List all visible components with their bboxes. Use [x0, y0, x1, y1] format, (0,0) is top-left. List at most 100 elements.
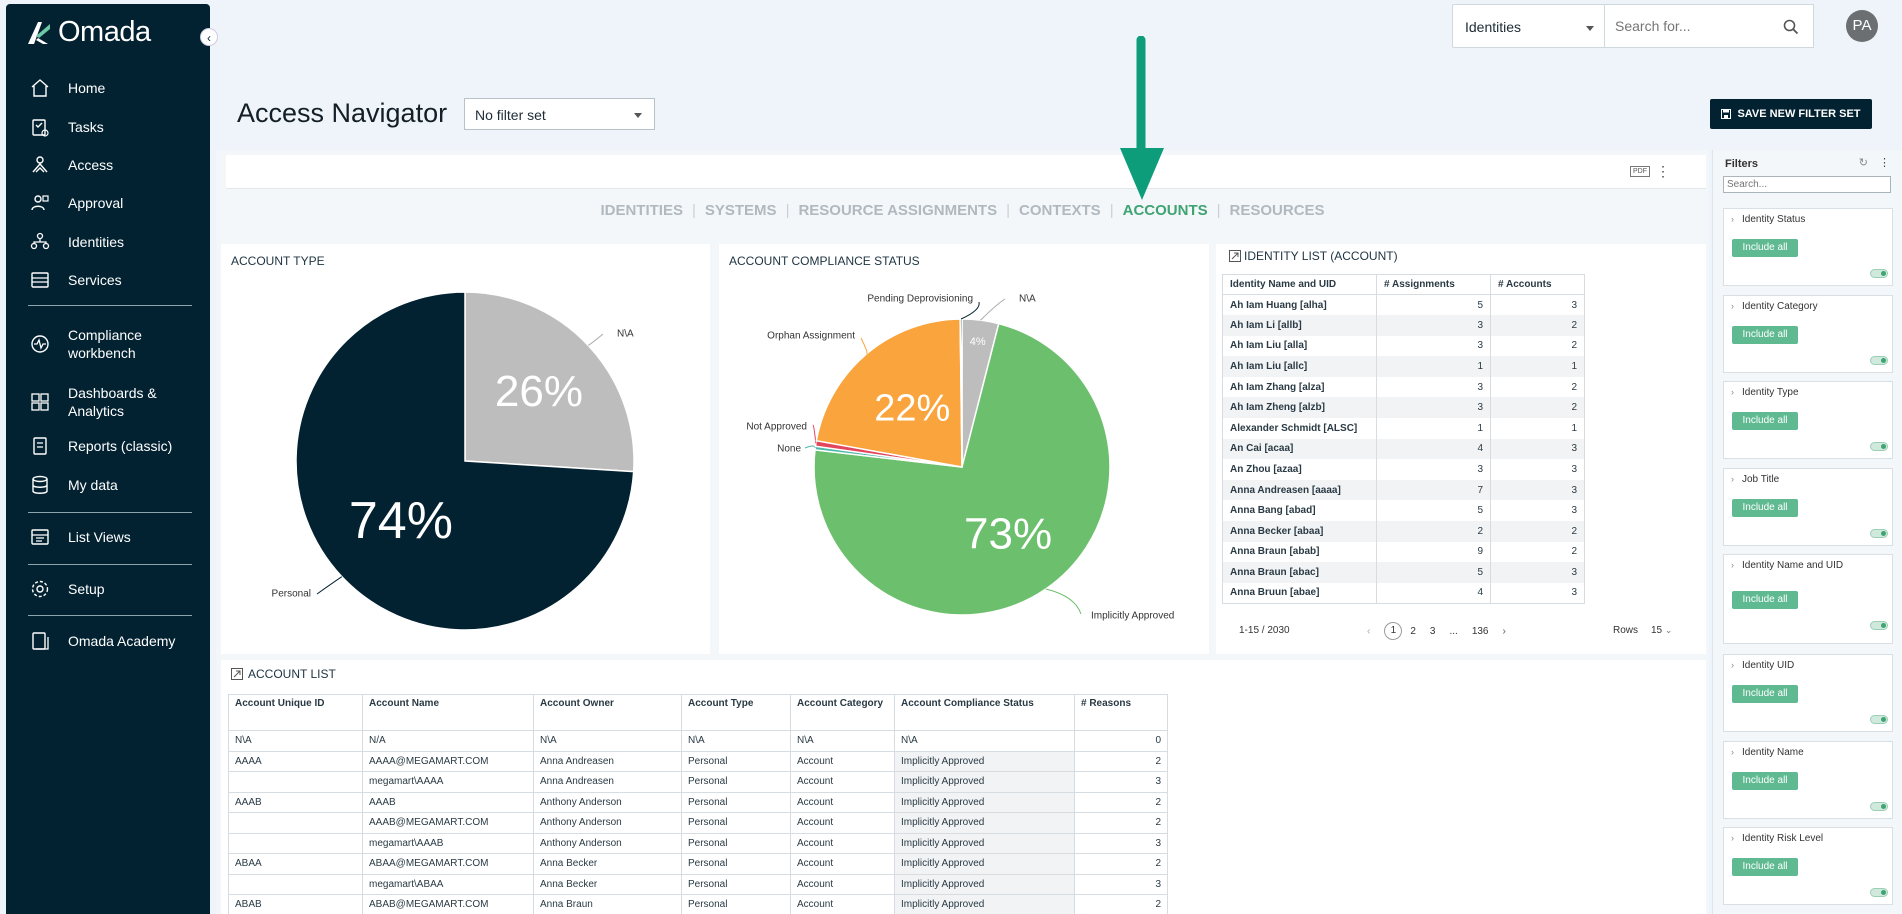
reset-icon[interactable]: ↻: [1858, 157, 1868, 169]
filter-group-name[interactable]: Identity Risk Level: [1742, 833, 1824, 844]
tab-resources[interactable]: RESOURCES: [1229, 202, 1325, 219]
table-row[interactable]: Anna Bruun [abae] 4 3: [1222, 582, 1585, 604]
table-row[interactable]: An Cai [acaa] 4 3: [1222, 438, 1585, 460]
filter-toggle[interactable]: [1870, 888, 1888, 897]
table-row[interactable]: Anna Braun [abac] 5 3: [1222, 562, 1585, 583]
chevron-right-icon[interactable]: ›: [1731, 560, 1734, 570]
more-options-icon[interactable]: ⋮: [1656, 163, 1670, 179]
table-row[interactable]: Anna Becker [abaa] 2 2: [1222, 521, 1585, 542]
sidebar-item-tasks[interactable]: Tasks: [6, 115, 210, 139]
sidebar-item-my-data[interactable]: My data: [6, 473, 210, 497]
avatar[interactable]: PA: [1846, 10, 1878, 42]
table-row[interactable]: Anna Bang [abad] 5 3: [1222, 500, 1585, 522]
chevron-right-icon[interactable]: ›: [1731, 660, 1734, 670]
table-row[interactable]: ABAB ABAB@MEGAMART.COM Anna Braun Personal A…: [228, 894, 1168, 914]
page-1[interactable]: 1: [1384, 622, 1403, 640]
page-136[interactable]: 136: [1471, 625, 1489, 637]
omada-logo[interactable]: Omada: [24, 16, 151, 49]
table-row[interactable]: N\A N/A N\A N\A N\A N\A 0: [228, 730, 1168, 752]
table-row[interactable]: ABAA ABAA@MEGAMART.COM Anna Becker Personal…: [228, 853, 1168, 875]
sidebar-item-approval[interactable]: Approval: [6, 191, 210, 215]
table-row[interactable]: Anna Braun [abab] 9 2: [1222, 541, 1585, 563]
tab-contexts[interactable]: CONTEXTS: [1019, 202, 1101, 219]
sidebar-item-access[interactable]: Access: [6, 153, 210, 177]
pie-slice-personal[interactable]: [295, 291, 635, 631]
table-row[interactable]: Ah Iam Liu [alla] 3 2: [1222, 335, 1585, 357]
table-row[interactable]: megamart\AAAB Anthony Anderson Personal Acc…: [228, 832, 1168, 854]
filter-toggle[interactable]: [1870, 715, 1888, 724]
filter-toggle[interactable]: [1870, 621, 1888, 630]
table-row[interactable]: Ah Iam Liu [allc] 1 1: [1222, 356, 1585, 377]
column-header[interactable]: # Assignments: [1376, 274, 1491, 295]
table-row[interactable]: Ah Iam Li [allb] 3 2: [1222, 315, 1585, 336]
table-row[interactable]: Ah Iam Zheng [alzb] 3 2: [1222, 397, 1585, 419]
page-3[interactable]: 3: [1429, 625, 1436, 637]
table-row[interactable]: megamart\AAAA Anna Andreasen Personal Accou…: [228, 771, 1168, 793]
chevron-right-icon[interactable]: ›: [1731, 833, 1734, 843]
sidebar-item-omada-academy[interactable]: Omada Academy: [6, 629, 210, 653]
sidebar-item-setup[interactable]: Setup: [6, 577, 210, 601]
search-icon[interactable]: [1783, 19, 1799, 35]
column-header[interactable]: Account Compliance Status: [894, 694, 1075, 731]
include-all-button[interactable]: Include all: [1732, 858, 1798, 876]
column-header[interactable]: # Reasons: [1074, 694, 1168, 731]
filters-search-input[interactable]: [1723, 176, 1891, 193]
scope-select[interactable]: Identities: [1452, 4, 1605, 48]
table-row[interactable]: Alexander Schmidt [ALSC] 1 1: [1222, 418, 1585, 439]
filter-group-name[interactable]: Identity Status: [1742, 214, 1806, 225]
sidebar-item-dashboards-analytics[interactable]: Dashboards & Analytics: [6, 384, 210, 420]
column-header[interactable]: Account Name: [362, 694, 534, 731]
save-filter-set-button[interactable]: SAVE NEW FILTER SET: [1710, 99, 1872, 129]
table-row[interactable]: AAAB@MEGAMART.COM Anthony Anderson Persona…: [228, 812, 1168, 834]
table-row[interactable]: Anna Andreasen [aaaa] 7 3: [1222, 479, 1585, 501]
filter-group-name[interactable]: Identity UID: [1742, 660, 1795, 671]
table-row[interactable]: AAAA AAAA@MEGAMART.COM Anna Andreasen Perso…: [228, 750, 1168, 772]
more-options-icon[interactable]: ⋮: [1879, 157, 1890, 169]
include-all-button[interactable]: Include all: [1732, 499, 1798, 517]
table-row[interactable]: Ah Iam Zhang [alza] 3 2: [1222, 376, 1585, 398]
filter-group-name[interactable]: Identity Type: [1742, 387, 1799, 398]
chevron-right-icon[interactable]: ›: [1731, 474, 1734, 484]
include-all-button[interactable]: Include all: [1732, 239, 1798, 257]
filter-toggle[interactable]: [1870, 356, 1888, 365]
filter-group-name[interactable]: Identity Name and UID: [1742, 560, 1844, 571]
tab-resource-assignments[interactable]: RESOURCE ASSIGNMENTS: [798, 202, 998, 219]
chevron-right-icon[interactable]: ›: [1502, 625, 1506, 637]
column-header[interactable]: # Accounts: [1490, 274, 1585, 295]
page-2[interactable]: 2: [1410, 625, 1416, 637]
pie-slice-implicitly-approved[interactable]: [813, 322, 1111, 616]
column-header[interactable]: Account Category: [790, 694, 895, 731]
include-all-button[interactable]: Include all: [1732, 412, 1798, 430]
table-row[interactable]: Ah Iam Huang [alha] 5 3: [1222, 294, 1585, 316]
tab-accounts[interactable]: ACCOUNTS: [1122, 202, 1208, 219]
chevron-right-icon[interactable]: ›: [1731, 747, 1734, 757]
chevron-left-icon[interactable]: ‹: [1367, 625, 1371, 637]
pdf-export-icon[interactable]: PDF: [1630, 166, 1650, 177]
collapse-sidebar-icon[interactable]: ‹: [200, 28, 218, 46]
chevron-right-icon[interactable]: ›: [1731, 214, 1734, 224]
include-all-button[interactable]: Include all: [1732, 326, 1798, 344]
filter-group-name[interactable]: Identity Category: [1742, 301, 1818, 312]
column-header[interactable]: Account Owner: [533, 694, 682, 731]
column-header[interactable]: Account Type: [681, 694, 791, 731]
filter-toggle[interactable]: [1870, 269, 1888, 278]
sidebar-item-home[interactable]: Home: [6, 76, 210, 100]
filter-toggle[interactable]: [1870, 529, 1888, 538]
sidebar-item-compliance-workbench[interactable]: Compliance workbench: [6, 326, 210, 362]
global-search[interactable]: [1605, 4, 1814, 48]
include-all-button[interactable]: Include all: [1732, 772, 1798, 790]
column-header[interactable]: Identity Name and UID: [1222, 274, 1377, 295]
filter-toggle[interactable]: [1870, 802, 1888, 811]
sidebar-item-services[interactable]: Services: [6, 268, 210, 292]
column-header[interactable]: Account Unique ID: [228, 694, 363, 731]
rows-per-page-select[interactable]: 15 ⌄: [1651, 625, 1672, 636]
sidebar-item-identities[interactable]: Identities: [6, 230, 210, 254]
tab-systems[interactable]: SYSTEMS: [704, 202, 777, 219]
filter-set-select[interactable]: No filter set: [464, 98, 655, 130]
filter-group-name[interactable]: Identity Name: [1742, 747, 1804, 758]
sidebar-item-list-views[interactable]: List Views: [6, 525, 210, 549]
filter-toggle[interactable]: [1870, 442, 1888, 451]
table-row[interactable]: AAAB AAAB Anthony Anderson Personal Account I…: [228, 791, 1168, 813]
include-all-button[interactable]: Include all: [1732, 591, 1798, 609]
search-input[interactable]: [1605, 5, 1765, 47]
